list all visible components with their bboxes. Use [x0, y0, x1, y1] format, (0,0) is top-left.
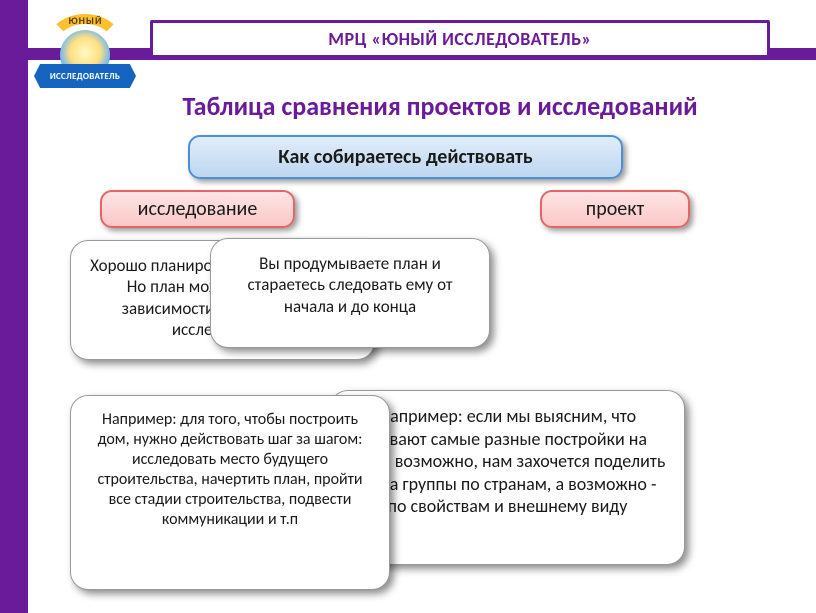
project-plan-text: Вы продумываете план и стараетесь следов…	[247, 253, 452, 317]
header-bar: МРЦ «ЮНЫЙ ИССЛЕДОВАТЕЛЬ»	[150, 20, 770, 58]
research-example-text: Например: для того, чтобы построить дом,…	[97, 410, 362, 529]
project-pill: проект	[540, 190, 690, 228]
logo-ribbon-text: ИССЛЕДОВАТЕЛЬ	[50, 71, 120, 82]
page-title: Таблица сравнения проектов и исследовани…	[90, 90, 790, 122]
research-label: исследование	[138, 197, 258, 221]
research-example-bubble: Например: для того, чтобы построить дом,…	[70, 395, 390, 590]
logo: ЮНЫЙ ИССЛЕДОВАТЕЛЬ	[38, 12, 133, 87]
left-border	[0, 0, 28, 613]
question-pill: Как собираетесь действовать	[188, 135, 623, 179]
question-text: Как собираетесь действовать	[278, 145, 532, 169]
project-label: проект	[586, 197, 644, 221]
header-text: МРЦ «ЮНЫЙ ИССЛЕДОВАТЕЛЬ»	[328, 28, 591, 50]
project-example-text: Например: если мы выясним, что бывают са…	[350, 405, 666, 517]
logo-arc-text: ЮНЫЙ	[38, 14, 133, 27]
logo-ribbon: ИССЛЕДОВАТЕЛЬ	[34, 64, 136, 88]
research-pill: исследование	[100, 190, 295, 228]
project-plan-bubble: Вы продумываете план и стараетесь следов…	[210, 238, 490, 348]
